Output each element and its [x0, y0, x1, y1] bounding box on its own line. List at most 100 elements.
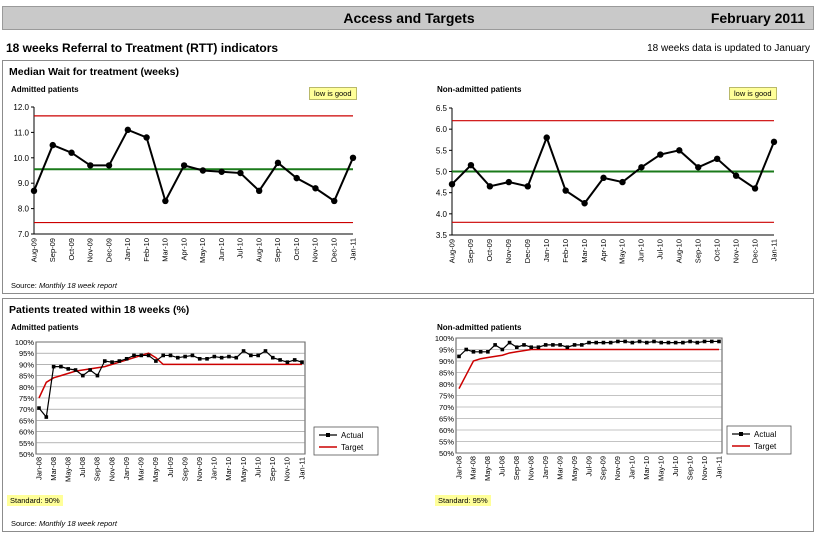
x-tick-label: Jul-09 — [166, 457, 175, 477]
x-tick-label: Jan-09 — [541, 456, 550, 479]
source-note: Source: Monthly 18 week report — [11, 281, 117, 290]
y-tick-label: 95% — [19, 349, 34, 358]
data-point — [205, 357, 209, 361]
data-point — [278, 358, 282, 362]
data-point — [292, 358, 297, 362]
data-point — [146, 353, 151, 358]
data-point — [558, 343, 562, 347]
section-title: 18 weeks Referral to Treatment (RTT) ind… — [6, 41, 279, 55]
y-tick-label: 4.5 — [436, 189, 448, 198]
data-point — [587, 340, 591, 345]
x-tick-label: May-09 — [151, 457, 160, 482]
data-point — [637, 339, 642, 344]
x-tick-label: Aug-10 — [675, 239, 684, 263]
y-tick-label: 65% — [19, 416, 34, 425]
data-point — [505, 178, 513, 186]
data-point — [543, 134, 550, 141]
x-tick-label: Nov-09 — [86, 238, 95, 262]
data-point — [102, 359, 107, 363]
data-point — [241, 349, 246, 353]
standard-label: Standard: 95% — [435, 495, 491, 506]
x-tick-label: Dec-09 — [523, 239, 532, 263]
data-point — [87, 162, 94, 169]
x-tick-label: Jan-10 — [123, 238, 132, 261]
x-tick-label: Jul-08 — [78, 457, 87, 477]
target-line — [458, 348, 719, 389]
y-tick-label: 6.5 — [436, 104, 448, 113]
data-point — [66, 367, 71, 371]
y-tick-label: 8.0 — [18, 205, 30, 214]
series-line — [451, 134, 775, 205]
legend-actual-marker — [326, 433, 330, 437]
x-tick-label: Oct-09 — [485, 239, 494, 262]
data-point — [117, 359, 122, 363]
data-point — [183, 354, 187, 359]
y-tick-label: 65% — [439, 415, 454, 424]
y-tick-label: 70% — [19, 405, 34, 414]
standard-label: Standard: 90% — [7, 495, 63, 506]
source-label: Source: — [11, 281, 37, 290]
x-tick-label: Jul-10 — [253, 457, 262, 477]
x-tick-label: Nov-08 — [107, 457, 116, 481]
data-point — [168, 353, 173, 358]
data-point — [162, 197, 169, 205]
data-point — [37, 406, 41, 410]
data-point — [270, 355, 275, 360]
x-tick-label: Sep-10 — [268, 457, 277, 481]
data-point — [73, 368, 78, 372]
y-tick-label: 3.5 — [436, 231, 448, 240]
x-tick-label: Mar-08 — [49, 457, 58, 481]
data-point — [551, 343, 555, 347]
data-point — [237, 169, 244, 177]
data-point — [486, 350, 490, 354]
data-point — [154, 359, 158, 363]
data-point — [543, 343, 548, 347]
data-point — [218, 168, 225, 175]
data-point — [124, 126, 132, 134]
data-point — [49, 141, 56, 149]
data-point — [638, 164, 645, 171]
data-point — [702, 339, 707, 344]
y-tick-label: 7.0 — [18, 230, 30, 239]
y-tick-label: 9.0 — [18, 179, 30, 188]
x-tick-label: Apr-10 — [599, 239, 608, 262]
y-tick-label: 10.0 — [13, 154, 29, 163]
x-tick-label: Nov-09 — [613, 456, 622, 480]
data-point — [219, 355, 224, 360]
x-tick-label: Jan-08 — [34, 457, 43, 480]
data-point — [652, 339, 656, 344]
data-point — [190, 353, 195, 358]
y-tick-label: 4.0 — [436, 210, 448, 219]
x-tick-label: Nov-10 — [731, 239, 740, 263]
data-point — [572, 343, 577, 347]
source-text: Monthly 18 week report — [38, 519, 117, 528]
data-point — [659, 340, 664, 345]
legend-box — [726, 425, 792, 455]
data-point — [522, 343, 526, 347]
data-point — [234, 355, 239, 360]
y-tick-label: 55% — [439, 438, 454, 447]
data-point — [594, 340, 599, 345]
x-tick-label: Mar-10 — [642, 456, 651, 480]
y-tick-label: 85% — [439, 369, 454, 378]
data-point — [176, 355, 180, 360]
x-tick-label: May-10 — [656, 456, 665, 481]
x-tick-label: Nov-10 — [311, 238, 320, 262]
x-tick-label: Jan-11 — [348, 238, 357, 260]
non-admitted-subtitle: Non-admitted patients — [437, 323, 522, 332]
data-point — [457, 354, 461, 359]
data-point — [681, 340, 685, 345]
x-tick-label: May-10 — [198, 238, 207, 263]
x-tick-label: Jul-10 — [656, 239, 665, 259]
y-tick-label: 85% — [19, 372, 34, 381]
y-tick-label: 50% — [439, 449, 454, 458]
data-point — [657, 151, 664, 158]
x-tick-label: Aug-09 — [29, 238, 38, 262]
source-text: Monthly 18 week report — [38, 281, 117, 290]
header-bar: Access and Targets February 2011 — [2, 6, 814, 30]
data-point — [565, 345, 570, 349]
x-tick-label: Nov-09 — [195, 457, 204, 481]
data-point — [285, 360, 290, 364]
x-tick-label: Mar-10 — [224, 457, 233, 481]
